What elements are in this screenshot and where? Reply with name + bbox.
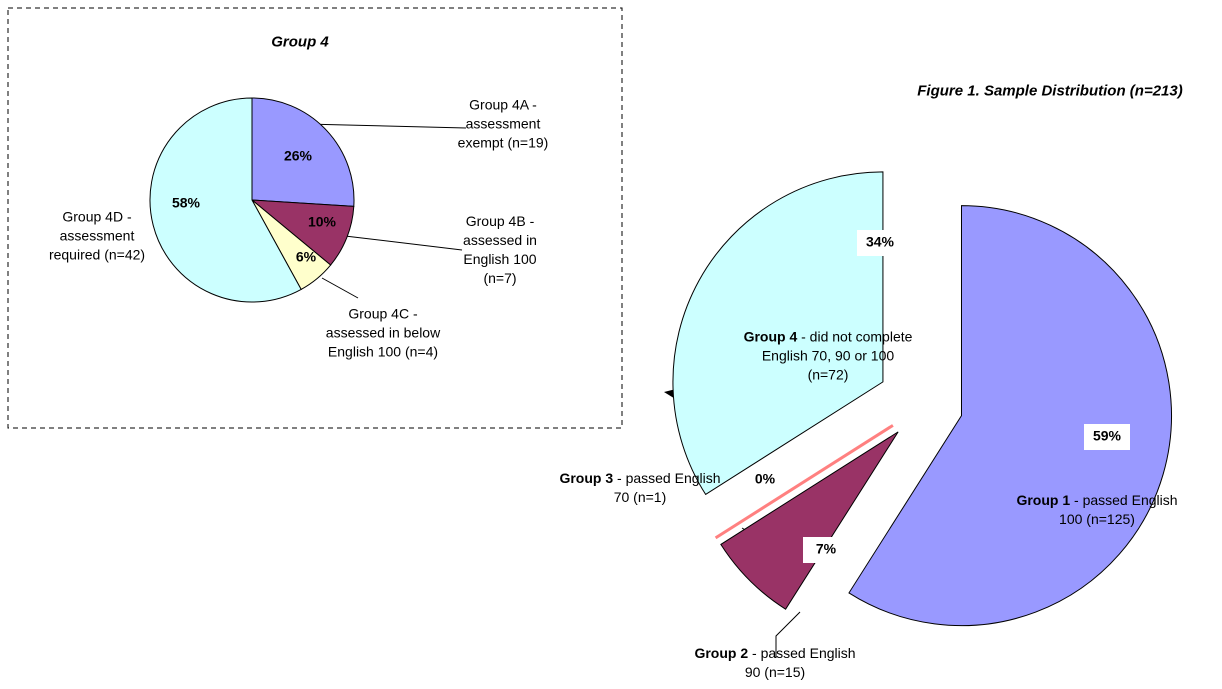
category-description: - passed English 100 (n=125): [1059, 492, 1178, 527]
leader-line: [344, 235, 463, 251]
pie-slice: [251, 97, 355, 207]
category-name: Group 3: [559, 470, 614, 486]
label-box: [857, 230, 903, 256]
slice-label: Group 4C - assessed in below English 100…: [323, 305, 443, 362]
value-label: 34%: [866, 234, 895, 250]
pie-slice: [672, 171, 884, 496]
category-description: - passed English 90 (n=15): [744, 645, 856, 680]
value-label: 7%: [816, 541, 837, 557]
leader-line: [321, 277, 359, 299]
category-description: - did not complete English 70, 90 or 100…: [761, 328, 913, 383]
pie-slice: [149, 97, 302, 303]
category-name: Group 1: [1016, 492, 1071, 508]
inset-frame: [7, 7, 623, 429]
category-name: Group 4: [743, 328, 798, 345]
leader-line: [775, 611, 801, 658]
slice-label: Group 1 - passed English 100 (n=125): [1007, 491, 1187, 529]
slice-label: Group 4D - assessment required (n=42): [47, 208, 147, 265]
leader-line: [304, 123, 467, 129]
pie-slice: [720, 431, 899, 610]
pie-slice: [848, 205, 1172, 627]
chart-title: Group 4: [271, 33, 329, 51]
category-name: Group 4C - assessed in below English 100…: [325, 305, 441, 360]
slice-label: Group 4A - assessment exempt (n=19): [448, 96, 558, 153]
category-name: Group 2: [694, 645, 749, 661]
value-label: 6%: [296, 249, 317, 265]
category-name: Group 4D - assessment required (n=42): [48, 208, 146, 263]
slice-label: Group 4 - did not complete English 70, 9…: [743, 328, 913, 385]
label-box: [1084, 424, 1130, 450]
value-label: 58%: [172, 195, 201, 211]
category-name: Group 4B - assessed in English 100 (n=7): [463, 213, 537, 286]
category-name: Group 4A - assessment exempt (n=19): [457, 96, 549, 151]
value-label: 59%: [1093, 428, 1122, 444]
category-description: - passed English 70 (n=1): [613, 470, 721, 505]
chart-title: Figure 1. Sample Distribution (n=213): [917, 82, 1183, 100]
value-label: 10%: [308, 214, 337, 230]
slice-label: Group 3 - passed English 70 (n=1): [555, 469, 725, 507]
value-label: 0%: [755, 471, 776, 487]
label-box: [803, 537, 849, 563]
value-label: 26%: [284, 148, 313, 164]
pie-slice: [714, 424, 894, 540]
slice-label: Group 4B - assessed in English 100 (n=7): [445, 212, 555, 288]
slice-label: Group 2 - passed English 90 (n=15): [685, 644, 865, 682]
